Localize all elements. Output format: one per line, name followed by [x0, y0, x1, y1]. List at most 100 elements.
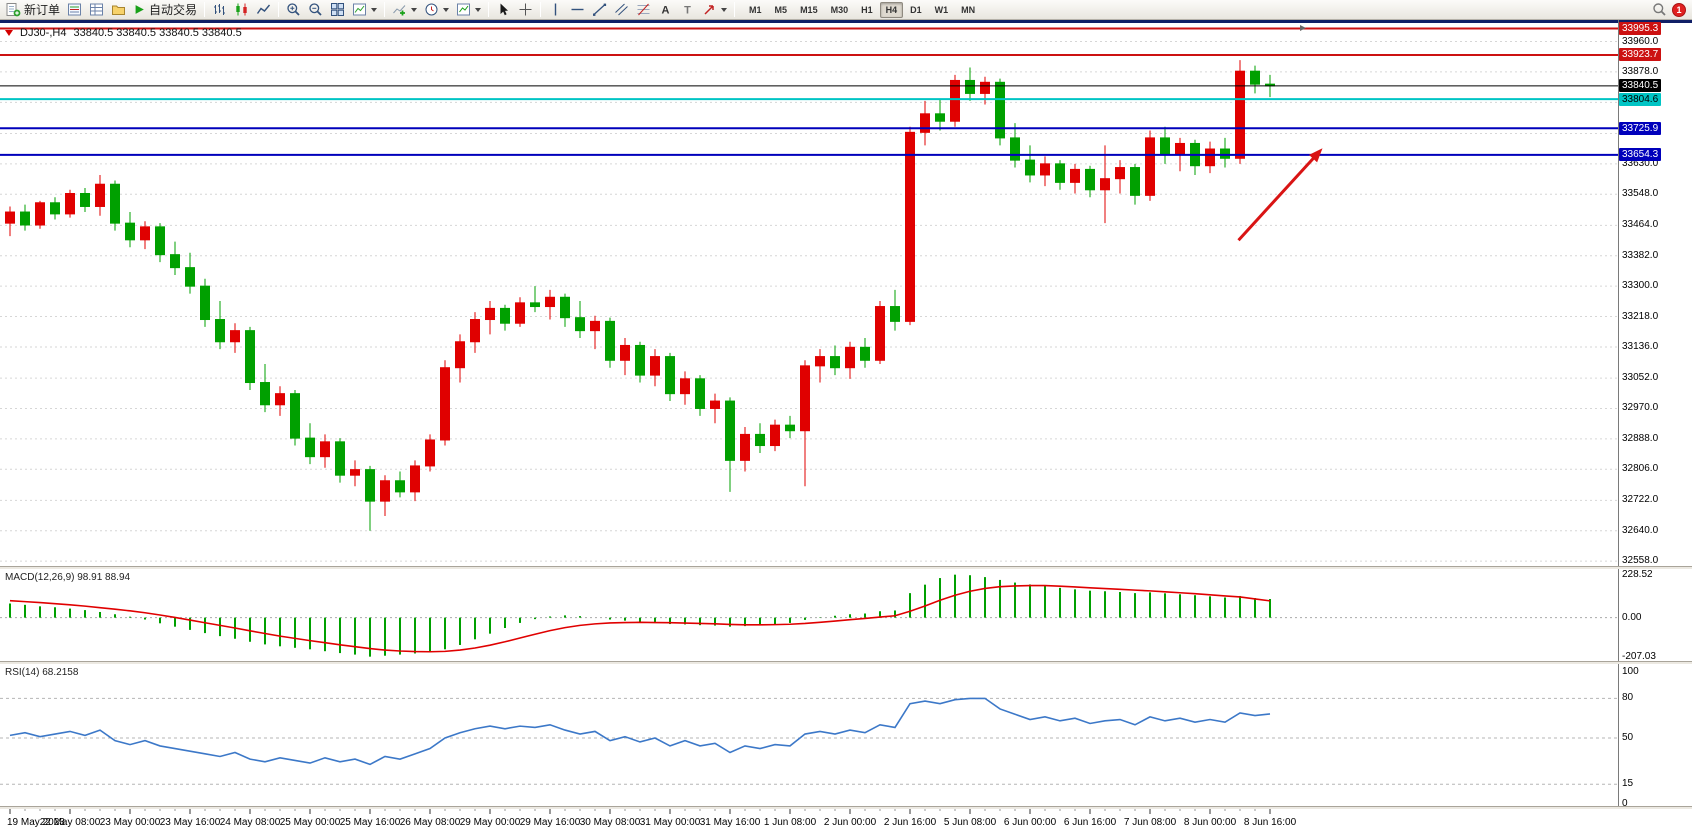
new-chart-button[interactable]: [349, 1, 380, 19]
trendline-button[interactable]: [589, 1, 610, 19]
candle-body: [230, 330, 240, 343]
templates-button[interactable]: [453, 1, 484, 19]
candle-body: [755, 433, 765, 447]
candle-body: [350, 469, 360, 476]
label-button[interactable]: T: [677, 1, 698, 19]
tf-button-m1[interactable]: M1: [749, 4, 762, 15]
tf-button-h4[interactable]: H4: [879, 1, 904, 18]
svg-text:T: T: [684, 5, 691, 17]
tf-button-m30[interactable]: M30: [830, 4, 849, 15]
candle-body: [260, 382, 270, 406]
panel-splitter[interactable]: [0, 566, 1692, 569]
search-icon[interactable]: [1652, 2, 1667, 17]
navigator-icon: [112, 5, 126, 15]
candle-body: [815, 356, 825, 367]
candle-body: [1040, 163, 1050, 176]
candle-body: [890, 306, 900, 322]
zoom-in-icon: [287, 3, 300, 16]
cursor-button[interactable]: [493, 1, 514, 19]
tf-button-mn[interactable]: MN: [961, 4, 976, 15]
crosshair-icon: [519, 3, 532, 16]
vertical-line-button[interactable]: [545, 1, 566, 19]
notification-badge[interactable]: 1: [1672, 2, 1686, 17]
price-axis-separator[interactable]: [1618, 20, 1619, 809]
toolbar-separator: [540, 2, 542, 17]
candle-body: [1145, 137, 1155, 196]
candle-body: [80, 192, 90, 207]
tf-button-m5[interactable]: M5: [774, 4, 788, 15]
arrow-annotation-head: [1308, 148, 1323, 163]
candle-body: [110, 183, 120, 224]
candle-body: [410, 465, 420, 493]
tile-windows-icon: [331, 3, 345, 16]
new-chart-icon: [353, 3, 367, 16]
candle-body: [740, 433, 750, 461]
toolbar-separator: [204, 2, 206, 17]
line-chart-button[interactable]: [253, 1, 274, 19]
grid-layer: [0, 41, 1618, 562]
candle-body: [1220, 148, 1230, 159]
candle-body: [695, 378, 705, 409]
dropdown-caret-icon: [443, 7, 450, 12]
templates-icon: [457, 3, 471, 16]
tile-windows-button[interactable]: [327, 1, 348, 19]
candle-body: [1130, 167, 1140, 196]
horizontal-line-icon: [571, 8, 584, 11]
candle-body: [1205, 148, 1215, 167]
autotrade-button[interactable]: 自动交易: [130, 1, 200, 19]
chart-canvas[interactable]: [0, 20, 1692, 838]
fibonacci-button[interactable]: [633, 1, 654, 19]
candle-body: [770, 424, 780, 447]
candle-body: [305, 437, 315, 458]
dropdown-caret-icon: [475, 7, 482, 12]
tf-button-m15[interactable]: M15: [800, 4, 818, 15]
indicators-icon: [393, 5, 406, 16]
candle-body: [515, 302, 525, 324]
candle-body: [575, 317, 585, 332]
candle-body: [35, 202, 45, 226]
candle-body: [560, 296, 570, 319]
candle-body: [1055, 163, 1065, 183]
channel-button[interactable]: [611, 1, 632, 19]
tf-button-d1[interactable]: D1: [910, 4, 922, 15]
candle-body: [965, 79, 975, 94]
candle-body: [95, 183, 105, 207]
indicators-button[interactable]: [389, 1, 420, 19]
new-order-icon: [6, 3, 21, 17]
tf-button-h1[interactable]: H1: [861, 4, 873, 15]
dropdown-caret-icon: [371, 7, 378, 12]
bar-chart-button[interactable]: [209, 1, 230, 19]
line-chart-icon: [256, 4, 271, 14]
zoom-out-button[interactable]: [305, 1, 326, 19]
candle-body: [935, 113, 945, 122]
text-button[interactable]: A: [655, 1, 676, 19]
toolbar-separator: [278, 2, 280, 17]
rsi-line: [9, 697, 1271, 766]
arrow-annotation[interactable]: [1237, 151, 1320, 242]
panel-splitter[interactable]: [0, 661, 1692, 664]
macd-indicator-label: MACD(12,26,9) 98.91 88.94: [5, 572, 131, 583]
new-order-button[interactable]: 新订单: [3, 1, 63, 19]
text-icon: A: [662, 5, 670, 17]
chart-window: DJ30-,H4 33840.5 33840.5 33840.5 33840.5…: [0, 20, 1692, 838]
crosshair-button[interactable]: [515, 1, 536, 19]
candle-body: [200, 285, 210, 321]
periods-button[interactable]: [421, 1, 452, 19]
candle-body: [635, 344, 645, 376]
data-window-button[interactable]: [86, 1, 107, 19]
arrows-button[interactable]: [699, 1, 730, 19]
data-window-icon: [90, 3, 104, 16]
arrows-icon: [704, 5, 714, 15]
horizontal-line-button[interactable]: [567, 1, 588, 19]
panel-splitter[interactable]: [0, 806, 1692, 809]
candle-body: [5, 211, 15, 224]
navigator-button[interactable]: [108, 1, 129, 19]
market-watch-button[interactable]: [64, 1, 85, 19]
chart-window-top-border: [0, 20, 1692, 23]
tf-button-w1[interactable]: W1: [934, 4, 949, 15]
candle-body: [65, 192, 75, 215]
autotrade-play-icon: [135, 5, 144, 14]
candlestick-chart-button[interactable]: [231, 1, 252, 19]
cursor-icon: [500, 3, 509, 16]
zoom-in-button[interactable]: [283, 1, 304, 19]
